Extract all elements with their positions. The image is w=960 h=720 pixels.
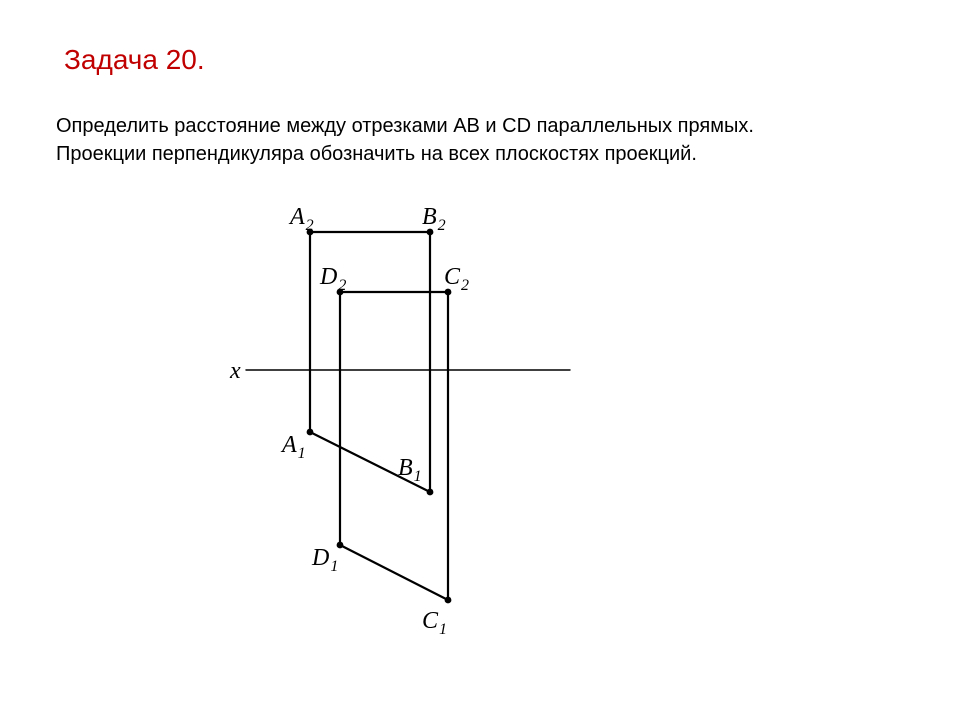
point-label-A1: A1 xyxy=(280,432,306,462)
point-label-D1: D1 xyxy=(311,545,338,575)
point-label-D2: D2 xyxy=(319,264,346,294)
point-label-B2: B2 xyxy=(422,204,446,234)
axis-x-label: x xyxy=(229,358,241,384)
point-label-C1: C1 xyxy=(422,608,447,638)
point-label-A2: A2 xyxy=(288,204,314,234)
projection-diagram: x A2 B2 D2 C2 A1 B1 D1 C1 xyxy=(0,0,960,720)
point-label-B1: B1 xyxy=(398,455,422,485)
point-label-C2: C2 xyxy=(444,264,469,294)
